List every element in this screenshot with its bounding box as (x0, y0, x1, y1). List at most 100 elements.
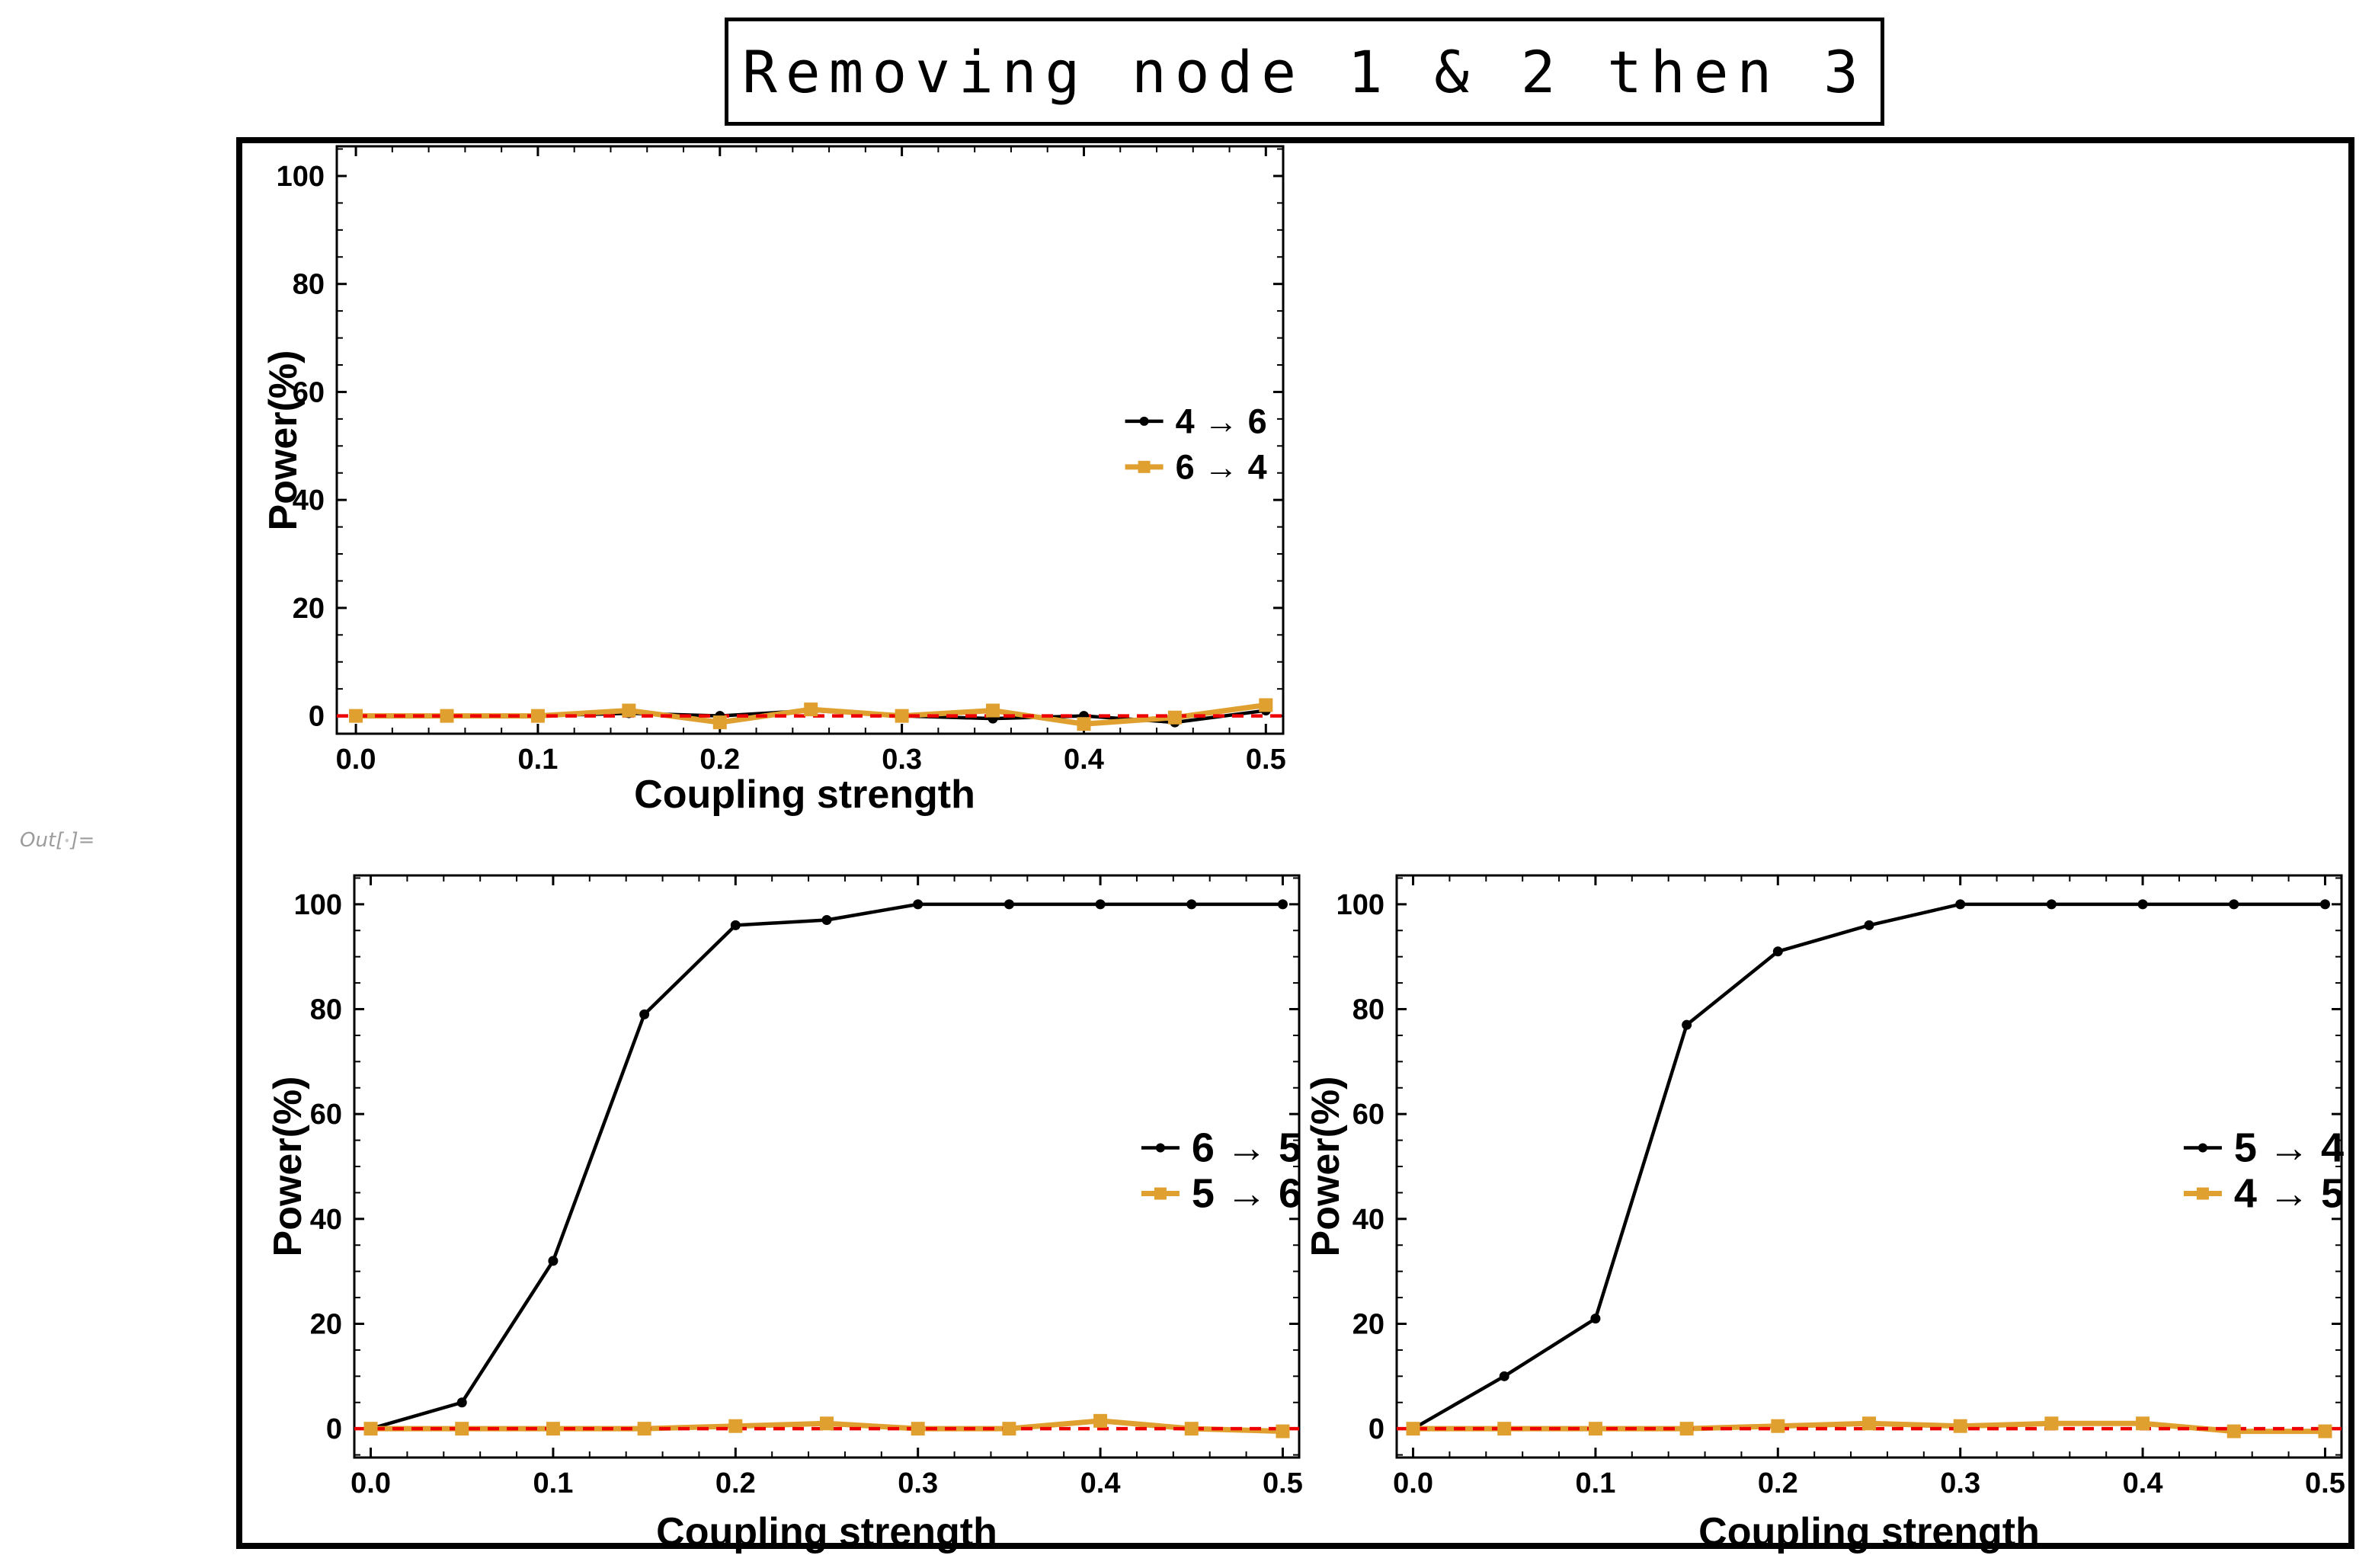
y-tick-label: 20 (1352, 1308, 1384, 1340)
legend-marker-circle-icon (1139, 416, 1149, 426)
legend-label: 4 → 5 (2234, 1171, 2344, 1217)
x-tick-label: 0.0 (351, 1467, 391, 1499)
data-point-square (895, 709, 909, 723)
y-tick-label: 80 (293, 269, 325, 301)
y-tick-label: 100 (294, 889, 342, 921)
plot-frame (353, 874, 1301, 1459)
x-tick-label: 0.2 (1758, 1467, 1798, 1499)
data-point-square (2226, 1424, 2241, 1438)
x-tick-label: 0.1 (518, 744, 559, 776)
data-point-square (804, 702, 818, 717)
x-tick-label: 0.5 (1246, 744, 1286, 776)
y-tick-label: 100 (1336, 889, 1384, 921)
series-5to4-line (1412, 902, 2326, 1431)
y-tick-label: 80 (310, 994, 342, 1026)
data-point-square (1002, 1422, 1016, 1436)
y-axis-label-bottom-left: Power(%) (266, 1076, 310, 1257)
axis-ticks: 0.0 0.1 0.2 0.3 0.4 0.5 0 20 40 60 80 100 (277, 146, 1286, 776)
x-tick-label: 0.3 (1940, 1467, 1980, 1499)
x-tick-label: 0.3 (882, 744, 922, 776)
data-point-circle (1277, 899, 1288, 910)
data-point-circle (1095, 899, 1106, 910)
y-tick-label: 60 (310, 1099, 342, 1131)
x-tick-label: 0.4 (1080, 1467, 1121, 1499)
data-point-circle (1955, 899, 1966, 910)
data-point-circle (2229, 899, 2239, 910)
y-axis-label-bottom-right: Power(%) (1304, 1076, 1348, 1257)
data-point-square (1771, 1419, 1785, 1433)
data-point-circle (913, 899, 924, 910)
legend-entry: 4 → 5 (2183, 1171, 2344, 1217)
out-label-suffix: ]= (70, 829, 95, 852)
legend-label: 6 → 4 (1176, 447, 1267, 486)
data-point-square (1276, 1424, 1290, 1438)
data-point-square (1588, 1422, 1602, 1436)
data-point-square (1259, 698, 1273, 712)
y-axis-label-top-left: Power(%) (261, 350, 306, 531)
data-point-square (1093, 1413, 1108, 1428)
x-axis-label-bottom-left: Coupling strength (656, 1510, 997, 1554)
legend: 6 → 55 → 6 (1141, 1125, 1301, 1217)
series-4to5-markers (1406, 1416, 2332, 1438)
figure-title: Removing node 1 & 2 then 3 (742, 37, 1867, 106)
series-6to5-line (370, 902, 1283, 1431)
x-tick-label: 0.2 (715, 1467, 756, 1499)
out-label-dot: • (63, 834, 71, 849)
x-tick-label: 0.4 (1064, 744, 1104, 776)
data-point-square (911, 1422, 925, 1436)
data-point-circle (2319, 899, 2330, 910)
chart-top-left: 0.0 0.1 0.2 0.3 0.4 0.5 0 20 40 60 80 100 4 → 6 6 → 4 (277, 145, 1286, 776)
y-tick-label: 80 (1352, 994, 1384, 1026)
data-point-circle (1004, 899, 1014, 910)
data-point-circle (639, 1009, 650, 1019)
data-point-square (1953, 1419, 1967, 1433)
x-tick-label: 0.5 (2305, 1467, 2345, 1499)
x-axis-label-top-left: Coupling strength (634, 773, 975, 817)
data-point-square (728, 1419, 743, 1433)
data-point-square (2044, 1416, 2059, 1431)
data-point-circle (2046, 899, 2057, 910)
data-point-circle (1590, 1314, 1601, 1324)
legend-label: 5 → 6 (1192, 1171, 1301, 1217)
data-point-square (2136, 1416, 2150, 1431)
data-point-circle (2137, 899, 2148, 910)
data-point-circle (821, 915, 832, 926)
y-tick-label: 20 (310, 1308, 342, 1340)
out-label-prefix: Out[ (20, 829, 64, 852)
data-point-circle (1864, 920, 1874, 930)
data-point-square (1497, 1422, 1512, 1436)
plot-frame (1395, 874, 2343, 1459)
y-tick-label: 0 (309, 701, 325, 733)
data-point-square (2318, 1424, 2332, 1438)
plots-grid-border (236, 137, 2354, 1549)
legend-marker-square-icon (1154, 1187, 1167, 1200)
x-tick-label: 0.5 (1263, 1467, 1303, 1499)
legend-label: 4 → 6 (1176, 402, 1267, 440)
axis-ticks: 0.0 0.1 0.2 0.3 0.4 0.5 0 20 40 60 80 100 (294, 875, 1303, 1499)
y-tick-label: 60 (1352, 1099, 1384, 1131)
data-point-square (546, 1422, 560, 1436)
data-point-square (622, 703, 636, 718)
data-point-square (363, 1422, 378, 1436)
y-tick-label: 40 (310, 1204, 342, 1236)
y-tick-label: 40 (1352, 1204, 1384, 1236)
legend-entry: 6 → 4 (1125, 447, 1267, 486)
y-tick-label: 60 (293, 376, 325, 408)
y-tick-label: 40 (293, 485, 325, 517)
data-point-square (1406, 1422, 1420, 1436)
data-point-circle (730, 920, 741, 930)
data-point-square (1167, 710, 1182, 725)
data-point-square (1184, 1422, 1199, 1436)
series-5to4-markers (1408, 899, 2330, 1434)
data-point-square (1077, 717, 1091, 731)
x-tick-label: 0.3 (898, 1467, 938, 1499)
x-tick-label: 0.0 (1393, 1467, 1433, 1499)
data-point-square (530, 709, 545, 723)
figure-title-box: Removing node 1 & 2 then 3 (725, 18, 1884, 126)
x-tick-label: 0.1 (1576, 1467, 1616, 1499)
data-point-circle (1499, 1371, 1509, 1381)
legend: 4 → 6 6 → 4 (1125, 402, 1267, 486)
data-point-circle (548, 1256, 559, 1266)
y-tick-label: 100 (277, 161, 325, 193)
